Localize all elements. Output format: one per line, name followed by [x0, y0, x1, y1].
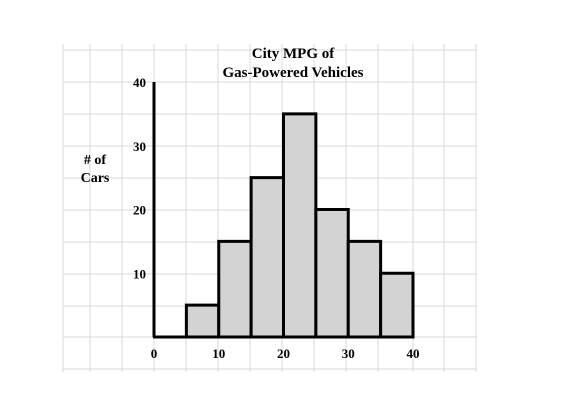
bar-5-10: [184, 303, 221, 339]
bar-15-20: [249, 176, 285, 339]
bar-35-40: [379, 271, 415, 339]
x-tick-label: 20: [277, 346, 290, 361]
x-tick-label: 40: [407, 346, 420, 361]
bar-25-30: [314, 208, 350, 339]
bar-30-35: [346, 239, 383, 339]
y-axis-label-line-1: # of: [84, 153, 107, 168]
x-tick-label: 30: [342, 346, 355, 361]
y-axis-label-line-2: Cars: [81, 171, 110, 186]
y-tick-label: 20: [133, 203, 146, 218]
bars: [184, 112, 415, 339]
chart-title-line-2: Gas-Powered Vehicles: [223, 65, 364, 81]
y-tick-label: 40: [133, 75, 146, 90]
chart-title-line-1: City MPG of: [252, 46, 335, 62]
bar-20-25: [282, 112, 318, 339]
bar-10-15: [217, 239, 253, 339]
y-tick-label: 10: [133, 266, 146, 281]
x-tick-label: 10: [212, 346, 225, 361]
x-tick-label: 0: [151, 346, 158, 361]
y-tick-labels: 10 20 30 40: [133, 75, 146, 281]
y-tick-label: 30: [133, 139, 146, 154]
x-tick-labels: 0 10 20 30 40: [151, 346, 420, 361]
